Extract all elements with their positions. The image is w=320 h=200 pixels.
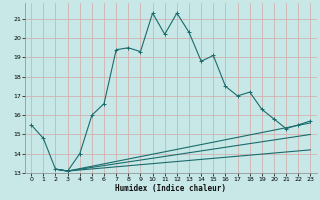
X-axis label: Humidex (Indice chaleur): Humidex (Indice chaleur) bbox=[115, 184, 226, 193]
